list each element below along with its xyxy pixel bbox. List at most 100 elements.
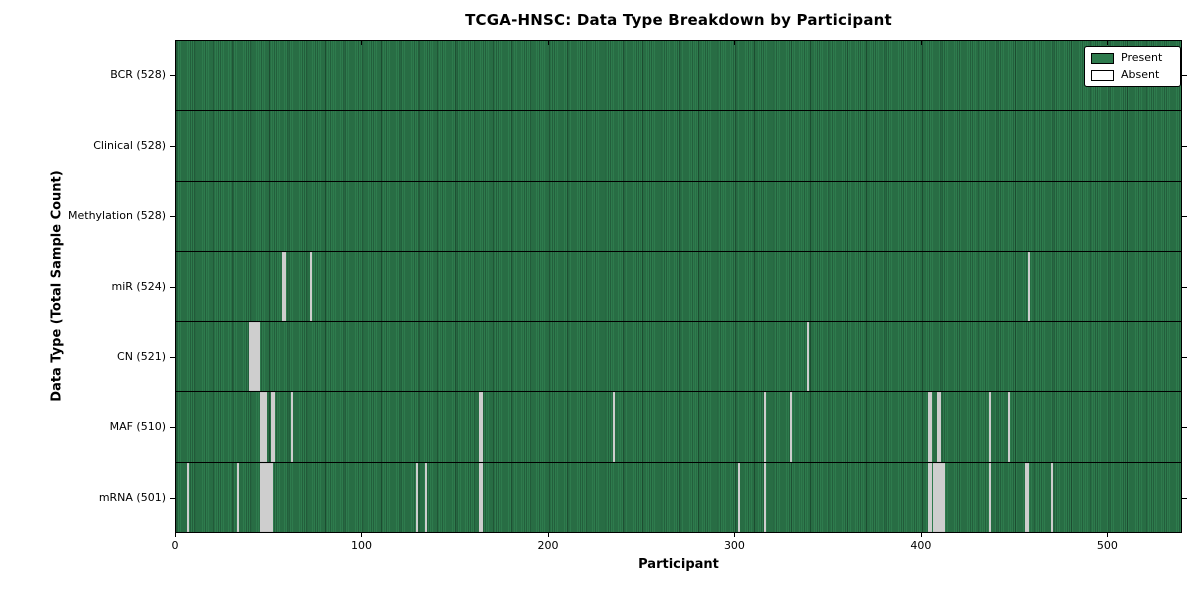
absent-marker bbox=[1026, 462, 1029, 532]
y-tick-left bbox=[170, 286, 175, 288]
x-tick-label-400: 400 bbox=[910, 539, 932, 552]
chart-title: TCGA-HNSC: Data Type Breakdown by Partic… bbox=[465, 11, 892, 29]
x-tick-bottom bbox=[734, 533, 736, 537]
x-tick-bottom bbox=[361, 533, 363, 537]
legend-item-present: Present bbox=[1091, 52, 1174, 64]
x-tick-label-500: 500 bbox=[1096, 539, 1118, 552]
x-tick-top bbox=[547, 41, 549, 45]
y-tick-right bbox=[1182, 427, 1187, 429]
absent-marker bbox=[929, 462, 932, 532]
y-tick-label-mRNA: mRNA (501) bbox=[98, 490, 166, 504]
x-tick-label-200: 200 bbox=[537, 539, 559, 552]
plot-area bbox=[175, 40, 1182, 533]
absent-marker bbox=[806, 322, 809, 392]
absent-marker bbox=[282, 251, 285, 322]
x-tick-bottom bbox=[175, 533, 176, 537]
absent-marker bbox=[481, 462, 484, 532]
absent-marker bbox=[416, 462, 419, 532]
absent-marker bbox=[939, 462, 942, 532]
absent-marker bbox=[248, 322, 251, 392]
absent-marker bbox=[927, 462, 930, 532]
data-type-row-CN bbox=[176, 322, 1181, 393]
y-tick-left bbox=[170, 356, 175, 358]
absent-marker bbox=[265, 392, 268, 462]
absent-marker bbox=[310, 251, 312, 322]
x-tick-top bbox=[175, 41, 176, 45]
absent-marker bbox=[935, 462, 938, 532]
absent-marker bbox=[257, 322, 260, 392]
y-tick-label-CN: CN (521) bbox=[117, 349, 166, 363]
absent-marker bbox=[263, 392, 266, 462]
legend-item-absent: Absent bbox=[1091, 69, 1174, 81]
absent-marker bbox=[425, 462, 428, 532]
y-tick-left bbox=[170, 75, 175, 77]
absent-marker bbox=[263, 462, 266, 532]
absent-marker bbox=[261, 392, 264, 462]
absent-marker bbox=[272, 392, 275, 462]
absent-marker bbox=[187, 462, 190, 532]
absent-marker bbox=[270, 392, 273, 462]
absent-marker bbox=[790, 392, 793, 462]
y-tick-left bbox=[170, 145, 175, 147]
absent-marker bbox=[939, 392, 942, 462]
absent-marker bbox=[929, 392, 932, 462]
absent-marker bbox=[1007, 392, 1010, 462]
absent-marker bbox=[1050, 462, 1053, 532]
legend: Present Absent bbox=[1084, 46, 1181, 87]
absent-marker bbox=[937, 392, 940, 462]
y-tick-right bbox=[1182, 145, 1187, 147]
absent-marker bbox=[265, 462, 268, 532]
absent-marker bbox=[270, 462, 273, 532]
y-tick-left bbox=[170, 427, 175, 429]
x-tick-bottom bbox=[1107, 533, 1109, 537]
absent-marker bbox=[267, 462, 270, 532]
absent-marker bbox=[269, 462, 272, 532]
absent-marker bbox=[250, 322, 253, 392]
x-tick-label-100: 100 bbox=[350, 539, 372, 552]
absent-marker bbox=[252, 322, 255, 392]
data-type-row-miR bbox=[176, 251, 1181, 323]
x-tick-top bbox=[1107, 41, 1109, 45]
data-type-row-Clinical bbox=[176, 111, 1181, 182]
absent-marker bbox=[291, 392, 294, 462]
legend-present-label: Present bbox=[1121, 51, 1163, 64]
y-tick-label-Methylation: Methylation (528) bbox=[68, 209, 166, 223]
absent-marker bbox=[1024, 462, 1027, 532]
absent-swatch-icon bbox=[1091, 69, 1114, 81]
y-tick-right bbox=[1182, 75, 1187, 77]
x-tick-top bbox=[920, 41, 922, 45]
data-type-row-BCR bbox=[176, 41, 1181, 112]
absent-marker bbox=[481, 392, 484, 462]
y-tick-label-Clinical: Clinical (528) bbox=[93, 138, 166, 152]
absent-marker bbox=[764, 462, 767, 532]
data-type-row-Methylation bbox=[176, 181, 1181, 252]
absent-marker bbox=[942, 462, 945, 532]
absent-marker bbox=[764, 392, 767, 462]
absent-marker bbox=[933, 462, 936, 532]
x-tick-top bbox=[734, 41, 736, 45]
absent-marker bbox=[613, 392, 616, 462]
x-tick-label-300: 300 bbox=[723, 539, 745, 552]
y-tick-label-BCR: BCR (528) bbox=[110, 68, 166, 82]
x-tick-bottom bbox=[547, 533, 549, 537]
absent-marker bbox=[927, 392, 930, 462]
absent-marker bbox=[237, 462, 240, 532]
absent-marker bbox=[738, 462, 741, 532]
y-tick-right bbox=[1182, 286, 1187, 288]
y-tick-right bbox=[1182, 497, 1187, 499]
absent-marker bbox=[259, 392, 262, 462]
absent-marker bbox=[989, 392, 992, 462]
absent-marker bbox=[940, 462, 943, 532]
absent-marker bbox=[479, 392, 482, 462]
y-tick-label-MAF: MAF (510) bbox=[109, 420, 166, 434]
present-swatch-icon bbox=[1091, 52, 1114, 64]
absent-marker bbox=[261, 462, 264, 532]
y-tick-left bbox=[170, 216, 175, 218]
absent-marker bbox=[989, 462, 992, 532]
x-tick-top bbox=[361, 41, 363, 45]
absent-marker bbox=[259, 462, 262, 532]
y-tick-left bbox=[170, 497, 175, 499]
legend-absent-label: Absent bbox=[1121, 68, 1160, 81]
data-type-row-MAF bbox=[176, 392, 1181, 463]
